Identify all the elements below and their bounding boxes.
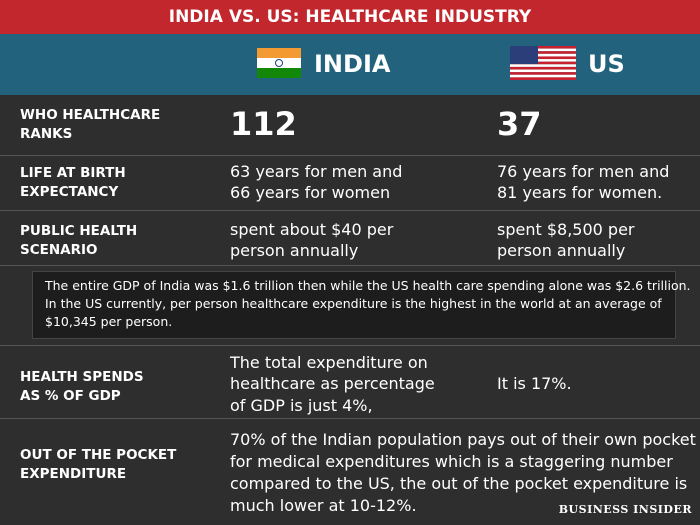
cell-text: 81 years for women. <box>497 183 663 202</box>
cell-text: 70% of the Indian population pays out of… <box>230 429 696 449</box>
header-band <box>0 34 700 95</box>
row-label: LIFE AT BIRTH <box>20 164 126 181</box>
rank-value: 112 <box>230 105 297 143</box>
cell-text: person annually <box>230 241 359 260</box>
rank-value: 37 <box>497 105 542 143</box>
row-label: EXPECTANCY <box>20 183 119 200</box>
cell-text: much lower at 10-12%. <box>230 495 417 515</box>
note-text: $10,345 per person. <box>45 314 173 329</box>
note-text: The entire GDP of India was $1.6 trillio… <box>45 278 691 293</box>
cell-text: spent about $40 per <box>230 219 394 239</box>
us-flag <box>510 46 576 80</box>
cell-text: It is 17%. <box>497 373 572 393</box>
row-separator <box>0 345 700 346</box>
row-label: PUBLIC HEALTH <box>20 222 138 239</box>
row-separator <box>0 418 700 419</box>
title: INDIA VS. US: HEALTHCARE INDUSTRY <box>0 0 700 34</box>
row-label: EXPENDITURE <box>20 465 127 482</box>
cell-text: of GDP is just 4%, <box>230 395 373 415</box>
row-label: SCENARIO <box>20 241 98 258</box>
row-separator <box>0 210 700 211</box>
row-label: AS % OF GDP <box>20 387 121 404</box>
cell-text: healthcare as percentage <box>230 374 435 393</box>
cell-text: 76 years for men and <box>497 161 670 181</box>
column-us: US <box>588 50 625 78</box>
row-label: WHO HEALTHCARE <box>20 106 161 123</box>
brand: BUSINESS INSIDER <box>558 503 692 516</box>
cell-text: The total expenditure on <box>230 352 428 372</box>
cell-text: spent $8,500 per <box>497 219 635 239</box>
cell-text: 66 years for women <box>230 183 391 202</box>
note-text: In the US currently, per person healthca… <box>45 296 662 311</box>
cell-text: for medical expenditures which is a stag… <box>230 451 673 471</box>
cell-text: 63 years for men and <box>230 161 403 181</box>
row-label: HEALTH SPENDS <box>20 368 144 385</box>
row-label: OUT OF THE POCKET <box>20 446 177 463</box>
cell-text: compared to the US, the out of the pocke… <box>230 473 688 493</box>
row-separator <box>0 265 700 266</box>
india-flag <box>257 48 301 78</box>
note-box <box>32 271 676 339</box>
cell-text: person annually <box>497 241 626 260</box>
row-label: RANKS <box>20 125 73 142</box>
column-india: INDIA <box>314 50 391 78</box>
row-separator <box>0 155 700 156</box>
